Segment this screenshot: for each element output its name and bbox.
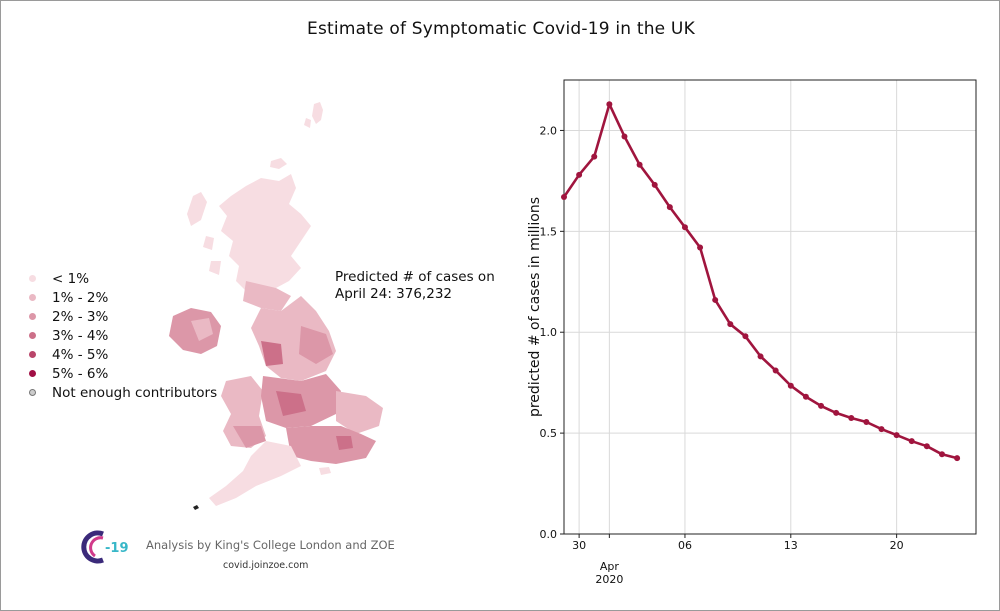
y-tick-label: 0.5 — [540, 427, 558, 440]
data-point — [651, 181, 658, 188]
data-point — [818, 402, 825, 409]
map-region-north-west — [261, 341, 283, 366]
legend-item: < 1% — [29, 269, 217, 288]
data-point — [878, 426, 885, 433]
data-point — [742, 333, 749, 340]
map-region-isle-of-wight — [319, 467, 331, 475]
map-region-south-west — [209, 441, 301, 506]
x-tick-label: 30 — [572, 539, 586, 552]
map-region-ni-east — [191, 318, 213, 341]
logo-text: -19 — [105, 541, 129, 556]
legend-label: 5% - 6% — [52, 365, 109, 382]
data-point — [681, 224, 688, 231]
data-point — [787, 382, 794, 389]
legend-marker — [29, 389, 36, 396]
y-tick-label: 0.0 — [540, 528, 558, 541]
legend-label: 4% - 5% — [52, 346, 109, 363]
map-region-south-east — [286, 426, 376, 464]
data-point — [576, 171, 583, 178]
data-point — [893, 432, 900, 439]
series-line — [562, 102, 958, 460]
data-point — [757, 353, 764, 360]
map-region-scotland — [219, 174, 311, 291]
figure-title: Estimate of Symptomatic Covid-19 in the … — [307, 19, 695, 39]
legend-label: Not enough contributors — [52, 384, 218, 401]
legend-marker — [29, 370, 36, 377]
legend-label: 1% - 2% — [52, 289, 109, 306]
y-tick-label: 2.0 — [540, 124, 558, 137]
data-point — [561, 194, 567, 201]
legend-label: < 1% — [52, 270, 90, 287]
legend-marker — [29, 294, 36, 301]
data-point — [772, 367, 779, 374]
legend-item: 4% - 5% — [29, 345, 217, 364]
map-region-borders — [243, 281, 291, 311]
x-tick-label: 13 — [784, 539, 798, 552]
legend-label: 3% - 4% — [52, 327, 109, 344]
map-region-scilly — [193, 505, 199, 510]
legend-item: 1% - 2% — [29, 288, 217, 307]
legend-item: 3% - 4% — [29, 326, 217, 345]
x-tick-label: Apr — [600, 560, 620, 573]
x-tick-sublabel: 2020 — [595, 573, 623, 586]
map-legend: < 1% 1% - 2% 2% - 3% 3% - 4% 4% - 5% 5% … — [29, 269, 218, 402]
data-point — [591, 153, 598, 160]
credit-text: Analysis by King's College London and ZO… — [146, 538, 395, 552]
map-region-yorkshire — [299, 326, 333, 364]
data-point — [863, 419, 870, 426]
chart-grid — [564, 80, 976, 535]
chart-series — [561, 101, 961, 462]
data-point — [712, 296, 719, 303]
legend-item: Not enough contributors — [29, 383, 218, 402]
plot-area-frame — [563, 79, 977, 535]
y-tick-label: 1.5 — [540, 225, 558, 238]
x-tick-label: 20 — [890, 539, 904, 552]
data-point — [697, 244, 704, 251]
prediction-line-2: April 24: 376,232 — [335, 286, 452, 302]
map-region-scottish-islands — [187, 192, 221, 275]
map-region-south-wales — [233, 426, 266, 448]
data-point — [833, 409, 840, 416]
map-region-west-midlands — [276, 391, 306, 416]
prediction-line-1: Predicted # of cases on — [335, 269, 495, 285]
data-point — [923, 443, 930, 450]
credit-url: covid.joinzoe.com — [223, 560, 309, 571]
data-point — [938, 451, 945, 458]
y-tick-label: 1.0 — [540, 326, 558, 339]
data-point — [727, 321, 734, 328]
c19-logo-icon: -19 — [81, 530, 129, 564]
map-region-east-anglia — [336, 391, 383, 434]
data-point — [802, 393, 809, 400]
legend-marker — [29, 275, 36, 282]
legend-item: 5% - 6% — [29, 364, 217, 383]
uk-map — [169, 102, 383, 510]
data-point — [848, 414, 855, 421]
map-region-shetland — [304, 102, 323, 128]
prediction-annotation: Predicted # of cases on April 24: 376,23… — [335, 269, 495, 303]
data-point — [606, 101, 613, 108]
legend-label: 2% - 3% — [52, 308, 109, 325]
data-point — [636, 161, 643, 168]
data-point — [954, 455, 961, 462]
legend-marker — [29, 351, 36, 358]
y-axis-label: predicted # of cases in millions — [527, 197, 543, 417]
data-point — [908, 438, 915, 445]
data-point — [666, 204, 673, 211]
data-point — [621, 133, 628, 140]
legend-marker — [29, 332, 36, 339]
map-regions — [169, 102, 383, 510]
map-region-orkney — [270, 158, 287, 169]
legend-marker — [29, 313, 36, 320]
x-tick-label: 06 — [678, 539, 692, 552]
legend-item: 2% - 3% — [29, 307, 217, 326]
map-region-london — [336, 436, 353, 450]
